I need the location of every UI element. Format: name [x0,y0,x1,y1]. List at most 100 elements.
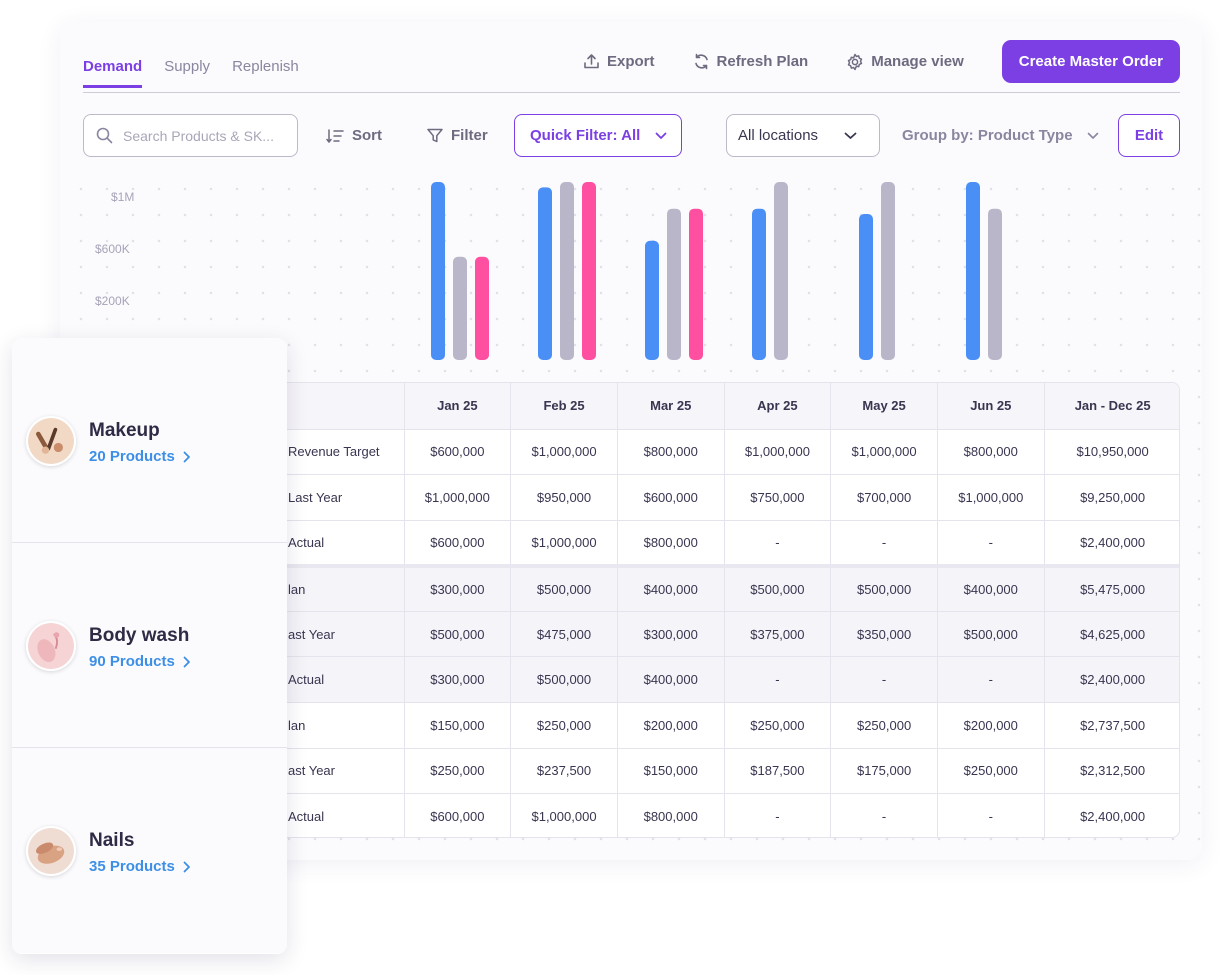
table-cell: $200,000 [937,702,1045,749]
table-cell: - [830,520,938,567]
category-products-link[interactable]: 90 Products [89,653,191,670]
category-name: Nails [89,830,135,851]
group-by-dropdown[interactable]: Group by: Product Type [902,114,1099,157]
tab-demand[interactable]: Demand [83,58,143,88]
chart-bar [475,256,489,360]
quick-filter-dropdown[interactable]: Quick Filter: All [514,114,682,157]
row-label: Actual [281,520,405,567]
search-input[interactable] [123,127,293,144]
table-cell: $600,000 [404,520,512,567]
demand-bar-chart: $1M $600K $200K [95,182,1002,360]
table-cell: - [724,656,832,704]
table-cell: $250,000 [830,702,938,749]
table-cell: $1,000,000 [510,429,618,476]
edit-button[interactable]: Edit [1118,114,1180,157]
table-header-row: Jan 25 Feb 25 Mar 25 Apr 25 May 25 Jun 25 Jan … [281,383,1179,430]
category-name: Makeup [89,420,160,441]
category-nails[interactable]: Nails 35 Products [12,748,287,953]
table-row: Actual $300,000 $500,000 $400,000- - - $2,400,… [281,656,1179,704]
chart-bar [431,182,445,360]
table-cell: $600,000 [617,474,725,521]
category-name: Body wash [89,625,190,646]
export-button[interactable]: Export [583,53,655,70]
chart-bar [752,208,766,360]
row-label: Actual [281,793,405,837]
nails-avatar-icon [26,826,76,876]
table-cell: $1,000,000 [404,474,512,521]
table-cell: $9,250,000 [1044,474,1179,521]
tab-bar: Demand Supply Replenish [83,58,321,88]
filter-icon [427,128,443,143]
y-tick-label: $1M [111,190,134,204]
location-select[interactable]: All locations [726,114,880,157]
row-label: Revenue Target [281,429,405,476]
table-cell: $4,625,000 [1044,611,1179,658]
table-cell: $200,000 [617,702,725,749]
chart-bar [881,182,895,360]
chart-bar [538,187,552,360]
tab-replenish[interactable]: Replenish [232,58,299,75]
table-cell: $300,000 [404,563,512,612]
table-cell: $500,000 [510,656,618,704]
demand-table-grid: Jan 25 Feb 25 Mar 25 Apr 25 May 25 Jun 25 Jan … [281,383,1179,837]
table-cell: $1,000,000 [937,474,1045,521]
table-cell: $600,000 [404,429,512,476]
chart-bar [966,182,980,360]
search-box [83,114,298,157]
table-cell: $400,000 [617,656,725,704]
row-label: Last Year [281,474,405,521]
chevron-right-icon [183,861,190,872]
refresh-plan-label: Refresh Plan [716,53,809,70]
column-header: May 25 [830,383,938,430]
table-cell: $375,000 [724,611,832,658]
chart-bar [859,214,873,360]
table-cell: $800,000 [617,429,725,476]
filter-label: Filter [451,127,488,144]
table-cell: $500,000 [830,563,938,612]
location-value: All locations [738,127,819,144]
table-cell: $1,000,000 [830,429,938,476]
table-row: Actual $600,000 $1,000,000 $800,000- - - $2,40… [281,793,1179,837]
table-row: lan $300,000 $500,000 $400,000 $500,000 $500,… [281,563,1179,612]
category-makeup[interactable]: Makeup 20 Products [12,338,287,543]
category-body-wash[interactable]: Body wash 90 Products [12,543,287,748]
toolbar: Sort Filter Quick Filter: All All locati… [83,114,1180,157]
tab-supply[interactable]: Supply [164,58,211,75]
row-label-header [281,383,405,430]
table-cell: $800,000 [937,429,1045,476]
table-cell: $250,000 [937,748,1045,795]
chevron-down-icon [844,132,857,139]
table-cell: - [937,656,1045,704]
row-label: lan [281,563,405,612]
category-panel: Makeup 20 Products Body wash 90 Products… [12,338,287,954]
table-row: Last Year $1,000,000 $950,000 $600,000 $750,… [281,474,1179,521]
category-products-link[interactable]: 20 Products [89,448,191,465]
row-label: lan [281,702,405,749]
filter-button[interactable]: Filter [427,114,488,157]
sort-button[interactable]: Sort [326,114,382,157]
row-label: ast Year [281,748,405,795]
category-products-link[interactable]: 35 Products [89,858,191,875]
chart-bar [560,182,574,360]
table-cell: $150,000 [617,748,725,795]
manage-view-button[interactable]: Manage view [846,53,964,71]
chart-bar [689,208,703,360]
body-wash-avatar-icon [26,621,76,671]
column-header: Jan 25 [404,383,512,430]
table-cell: - [724,520,832,567]
table-cell: $187,500 [724,748,832,795]
table-row: ast Year $250,000 $237,500 $150,000 $187,500… [281,748,1179,795]
table-cell: $700,000 [830,474,938,521]
chevron-right-icon [183,656,190,667]
demand-table: Jan 25 Feb 25 Mar 25 Apr 25 May 25 Jun 25 Jan … [280,382,1180,838]
table-cell: - [724,793,832,837]
refresh-plan-button[interactable]: Refresh Plan [693,53,809,70]
table-cell: $500,000 [937,611,1045,658]
chart-bar [582,182,596,360]
chart-bar [453,256,467,360]
table-cell: $237,500 [510,748,618,795]
create-master-order-button[interactable]: Create Master Order [1001,40,1180,83]
table-cell: $400,000 [617,563,725,612]
table-row: lan $150,000 $250,000 $200,000 $250,000 $250,… [281,702,1179,749]
row-label: Actual [281,656,405,704]
